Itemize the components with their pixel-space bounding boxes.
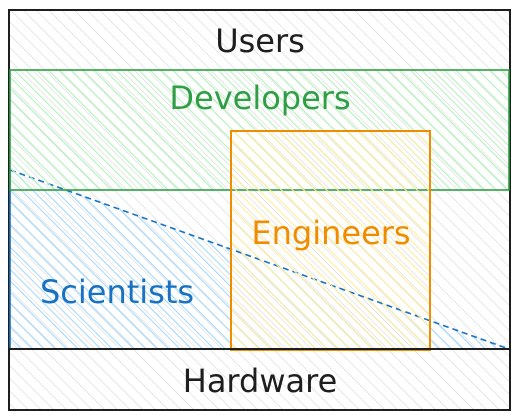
scientists-label: Scientists: [40, 273, 194, 311]
hardware-label: Hardware: [183, 362, 338, 400]
engineers-label: Engineers: [251, 214, 410, 252]
users-label: Users: [215, 22, 305, 60]
developers-label: Developers: [169, 79, 350, 117]
